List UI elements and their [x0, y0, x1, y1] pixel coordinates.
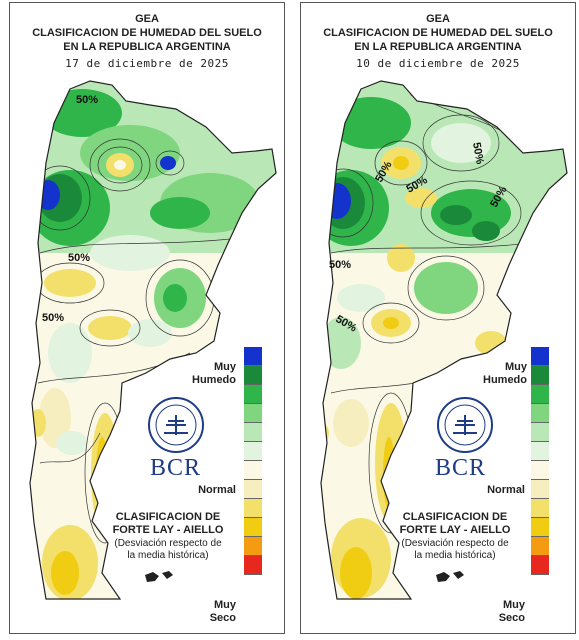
contour-label: 50% [42, 312, 64, 324]
legend-swatch [244, 499, 262, 518]
legend-swatch [244, 518, 262, 537]
legend-swatch [244, 480, 262, 499]
legend-swatch [531, 499, 549, 518]
legend-swatch [531, 366, 549, 385]
legend-top-label-1: Muy [214, 361, 236, 373]
legend-swatch [244, 366, 262, 385]
legend-color-scale [531, 347, 549, 575]
legend-swatch [244, 423, 262, 442]
legend-swatch [244, 404, 262, 423]
map-title-line1: CLASIFICACION DE HUMEDAD DEL SUELO [32, 27, 262, 39]
map-org: GEA [426, 13, 450, 25]
map-org: GEA [135, 13, 159, 25]
legend-color-scale [244, 347, 262, 575]
legend-mid-label: Normal [198, 484, 236, 496]
legend-bottom-label-2: Seco [209, 612, 236, 624]
map-date: 10 de diciembre de 2025 [356, 57, 520, 70]
legend-swatch [244, 347, 262, 366]
classification-line1: CLASIFICACION DE [402, 511, 508, 523]
classification-line2: FORTE LAY - AIELLO [112, 524, 224, 536]
legend-bottom-label-1: Muy [214, 599, 236, 611]
country-outline [29, 80, 277, 600]
legend-bottom-label-1: Muy [503, 599, 525, 611]
legend-swatch [244, 556, 262, 575]
argentina-soil-moisture-map: 50% 50% 50% [29, 80, 277, 600]
bcr-logo-text: BCR [150, 455, 202, 481]
contour-label: 50% [68, 252, 90, 264]
legend-swatch [531, 480, 549, 499]
malvinas-islands [436, 571, 464, 582]
legend-top-label-2: Humedo [483, 374, 527, 386]
legend-swatch [531, 518, 549, 537]
legend-swatch [244, 442, 262, 461]
legend-swatch [531, 347, 549, 366]
argentina-soil-moisture-map: 50% 50% 50% 50% 50% 50% [320, 80, 568, 600]
classification-note1: (Desviación respecto de [114, 538, 222, 549]
bcr-seal-logo [437, 397, 493, 453]
map-panel-dec-10: GEA CLASIFICACION DE HUMEDAD DEL SUELO E… [300, 2, 576, 634]
legend-swatch [531, 404, 549, 423]
classification-note1: (Desviación respecto de [401, 538, 509, 549]
bcr-seal-logo [148, 397, 204, 453]
malvinas-islands [145, 571, 173, 582]
legend-swatch [531, 442, 549, 461]
legend-mid-label: Normal [487, 484, 525, 496]
legend-swatch [531, 537, 549, 556]
legend-swatch [531, 423, 549, 442]
legend-top-label-1: Muy [505, 361, 527, 373]
classification-line1: CLASIFICACION DE [115, 511, 221, 523]
legend-swatch [244, 537, 262, 556]
legend-top-label-2: Humedo [192, 374, 236, 386]
map-title-line1: CLASIFICACION DE HUMEDAD DEL SUELO [323, 27, 553, 39]
map-title-line2: EN LA REPUBLICA ARGENTINA [354, 41, 522, 53]
legend-swatch [531, 461, 549, 480]
map-panel-dec-17: GEA CLASIFICACION DE HUMEDAD DEL SUELO E… [9, 2, 285, 634]
contour-label: 50% [470, 141, 486, 165]
country-outline [320, 80, 568, 600]
contour-label: 50% [76, 94, 98, 106]
classification-note2: la media histórica) [414, 550, 496, 561]
legend-swatch [244, 385, 262, 404]
classification-note2: la media histórica) [127, 550, 209, 561]
legend-swatch [244, 461, 262, 480]
legend-swatch [531, 385, 549, 404]
legend-swatch [531, 556, 549, 575]
map-date: 17 de diciembre de 2025 [65, 57, 229, 70]
legend-bottom-label-2: Seco [498, 612, 525, 624]
classification-line2: FORTE LAY - AIELLO [399, 524, 511, 536]
bcr-logo-text: BCR [435, 455, 487, 481]
contour-label: 50% [329, 259, 351, 271]
map-title-line2: EN LA REPUBLICA ARGENTINA [63, 41, 231, 53]
